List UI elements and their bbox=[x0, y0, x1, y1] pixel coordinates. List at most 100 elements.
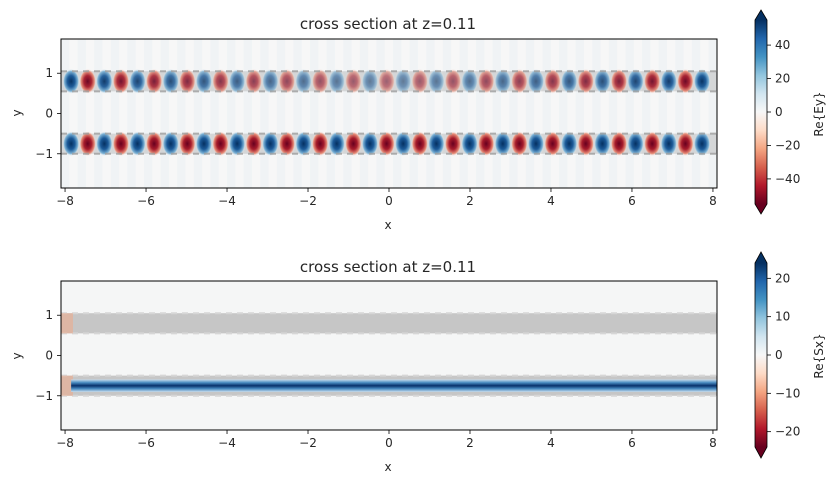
top-colorbar: 40 20 0 −20 −40 Re{Ey} bbox=[754, 9, 826, 215]
bottom-xtick-label: −2 bbox=[299, 436, 317, 450]
bottom-cbtick-label: 0 bbox=[775, 348, 783, 362]
top-colorbar-extend-max bbox=[755, 10, 767, 20]
top-xtick-label: −8 bbox=[56, 194, 74, 208]
top-ripple bbox=[293, 39, 302, 188]
bottom-xtick-label: −4 bbox=[218, 436, 236, 450]
top-ripple bbox=[658, 39, 667, 188]
top-field-lobe bbox=[295, 68, 313, 94]
top-ripple bbox=[77, 39, 86, 188]
top-field-lobe bbox=[560, 131, 578, 157]
top-field-lobe bbox=[544, 131, 562, 157]
top-ripple bbox=[459, 39, 468, 188]
top-field-lobe bbox=[311, 68, 329, 94]
top-ripple bbox=[210, 39, 219, 188]
top-ripple bbox=[642, 39, 651, 188]
top-field-lobe bbox=[527, 131, 545, 157]
top-field-lobe bbox=[693, 68, 711, 94]
bottom-ytick-label: 0 bbox=[45, 349, 53, 363]
top-field-lobe bbox=[112, 68, 130, 94]
bottom-xtick-label: 0 bbox=[385, 436, 393, 450]
top-ripple bbox=[691, 39, 701, 188]
bottom-cbtick-label: 10 bbox=[775, 310, 790, 324]
bottom-colorbar-label: Re{Sx} bbox=[812, 333, 826, 378]
top-ripple bbox=[426, 39, 435, 188]
top-field-lobe bbox=[394, 68, 412, 94]
bottom-ytick-label: −1 bbox=[35, 389, 53, 403]
top-ripple bbox=[525, 39, 535, 188]
top-xtick-label: −2 bbox=[299, 194, 317, 208]
top-field-lobe bbox=[228, 68, 246, 94]
top-xtick-label: 8 bbox=[709, 194, 717, 208]
bottom-cbtick-label: −20 bbox=[775, 425, 800, 439]
top-field-lobe bbox=[676, 131, 694, 157]
top-ripple bbox=[144, 39, 153, 188]
top-ripple bbox=[376, 39, 385, 188]
top-field-lobe bbox=[378, 68, 396, 94]
top-cbtick-label: 40 bbox=[775, 38, 790, 52]
top-colorbar-outline bbox=[754, 9, 768, 215]
bottom-xtick-label: −8 bbox=[56, 436, 74, 450]
top-colorbar-gradient bbox=[755, 20, 767, 204]
bottom-colorbar-ticks: 20 10 0 −10 −20 bbox=[767, 271, 800, 439]
top-field-lobe bbox=[145, 68, 163, 94]
bottom-colorbar-extend-min bbox=[755, 447, 767, 458]
bottom-xtick-label: −6 bbox=[137, 436, 155, 450]
top-field-lobe bbox=[344, 68, 362, 94]
top-field-lobe bbox=[477, 131, 495, 157]
top-cbtick-label: −20 bbox=[775, 138, 800, 152]
bottom-ytick-label: 1 bbox=[45, 308, 53, 322]
top-field-lobe bbox=[195, 131, 213, 157]
top-ripple bbox=[608, 39, 618, 188]
bottom-colorbar: 20 10 0 −10 −20 Re{Sx} bbox=[754, 251, 826, 459]
top-ripple bbox=[310, 39, 319, 188]
top-ytick-label: 1 bbox=[45, 66, 53, 80]
top-field-lobe bbox=[427, 68, 445, 94]
bottom-cbtick-label: 20 bbox=[775, 271, 790, 285]
top-ripple bbox=[227, 39, 236, 188]
top-ripple bbox=[127, 39, 136, 188]
top-field-lobe bbox=[361, 68, 379, 94]
bottom-source-region bbox=[61, 313, 73, 334]
top-field-lobe bbox=[162, 68, 180, 94]
top-ripple bbox=[559, 39, 568, 188]
top-field-lobe bbox=[577, 68, 595, 94]
top-field-lobe bbox=[361, 131, 379, 157]
top-field-lobe bbox=[627, 131, 645, 157]
top-field-lobe bbox=[79, 68, 97, 94]
top-field-lobe bbox=[212, 131, 230, 157]
top-ytick-label: −1 bbox=[35, 147, 53, 161]
top-field-lobe bbox=[510, 131, 528, 157]
top-field-lobe bbox=[195, 68, 213, 94]
top-field-lobe bbox=[62, 68, 80, 94]
top-field-lobe bbox=[593, 68, 611, 94]
top-field-lobe bbox=[427, 131, 445, 157]
bottom-waveguide-band bbox=[61, 313, 717, 334]
top-field-lobe bbox=[95, 131, 113, 157]
top-ripple bbox=[492, 39, 501, 188]
top-field-lobe bbox=[627, 68, 645, 94]
top-field-lobe bbox=[560, 68, 578, 94]
bottom-source-region bbox=[61, 375, 73, 396]
top-ripple bbox=[409, 39, 418, 188]
top-xtick-label: 6 bbox=[628, 194, 636, 208]
top-xtick-label: 2 bbox=[466, 194, 474, 208]
top-cbtick-label: 0 bbox=[775, 105, 783, 119]
top-xtick-label: −4 bbox=[218, 194, 236, 208]
top-field-lobe bbox=[245, 68, 263, 94]
bottom-colorbar-outline bbox=[754, 251, 768, 459]
bottom-xtick-label: 8 bbox=[709, 436, 717, 450]
top-ripple bbox=[509, 39, 518, 188]
top-field-lobe bbox=[311, 131, 329, 157]
top-ripple bbox=[193, 39, 203, 188]
top-field-lobe bbox=[510, 68, 528, 94]
bottom-xtick-label: 2 bbox=[466, 436, 474, 450]
top-xtick-label: 0 bbox=[385, 194, 393, 208]
bottom-field-layer bbox=[61, 312, 717, 397]
top-field-lobe bbox=[660, 131, 678, 157]
top-field-lobe bbox=[693, 131, 711, 157]
top-field-lobe bbox=[544, 68, 562, 94]
top-field-lobe bbox=[660, 68, 678, 94]
top-ripple bbox=[625, 39, 634, 188]
top-ripple bbox=[343, 39, 352, 188]
